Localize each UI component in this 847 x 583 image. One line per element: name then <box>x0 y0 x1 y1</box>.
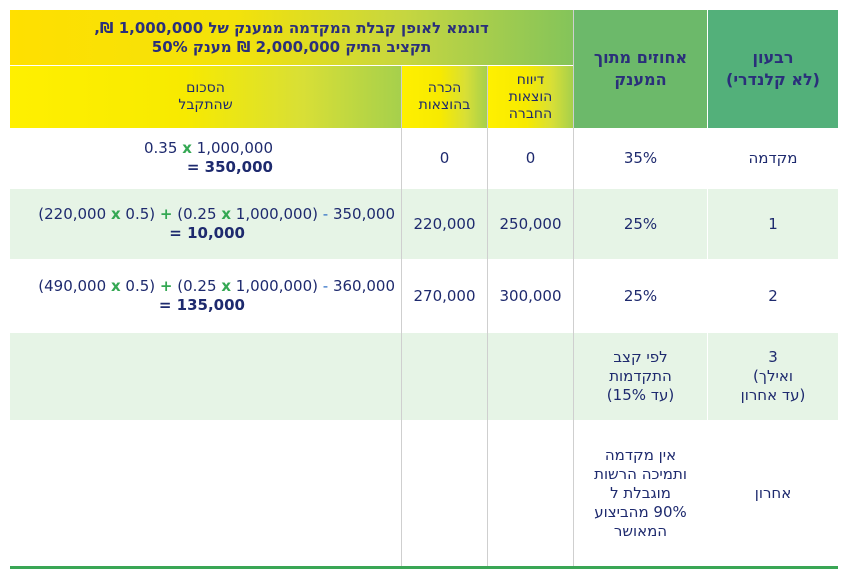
header-reported-expenses: דיווח הוצאות החברה <box>488 66 573 128</box>
table-bottom-border <box>10 566 838 569</box>
calc-term: (0.25 <box>177 277 217 295</box>
row-advance-quarter: מקדמה <box>708 128 838 188</box>
row-last-reported <box>488 421 573 566</box>
header-recognized-expenses: הכרה בהוצאות <box>402 66 487 128</box>
plus-sign: + <box>159 277 173 295</box>
calc-term: (220,000 <box>38 205 107 223</box>
row-q2-calc: (490,000 x 0.5) + (0.25 x 1,000,000) - 3… <box>10 260 401 332</box>
minus-sign: - <box>322 277 329 295</box>
row-q1-recognized: 220,000 <box>402 189 487 259</box>
multiply-sign: x <box>182 139 192 157</box>
grid-line <box>10 65 573 66</box>
calc-factor: 0.35 <box>144 139 178 157</box>
row-advance-reported: 0 <box>488 128 573 188</box>
row-q1-calc: (220,000 x 0.5) + (0.25 x 1,000,000) - 3… <box>10 189 401 259</box>
equals-sign: = <box>186 158 200 176</box>
calc-term: 1,000,000) <box>235 277 318 295</box>
row-q1-quarter: 1 <box>708 189 838 259</box>
grid-line <box>487 66 488 566</box>
row-q2-recognized: 270,000 <box>402 260 487 332</box>
header-quarter: רבעון (לא קלנדרי) <box>708 10 838 128</box>
calc-term: 350,000 <box>332 205 395 223</box>
grid-line <box>573 10 574 566</box>
row-q2-reported: 300,000 <box>488 260 573 332</box>
row-q2-quarter: 2 <box>708 260 838 332</box>
multiply-sign: x <box>221 205 231 223</box>
row-last-recognized <box>402 421 487 566</box>
calc-term: (490,000 <box>38 277 107 295</box>
row-q1-reported: 250,000 <box>488 189 573 259</box>
row-q3-quarter: 3 (ואילך עד אחרון) <box>708 333 838 420</box>
row-q1-percent: 25% <box>574 189 707 259</box>
header-received-amount: הסכום שהתקבל <box>10 66 401 128</box>
row-q3-percent: לפי קצב התקדמות (עד 15%) <box>574 333 707 420</box>
row-last-calc <box>10 421 401 566</box>
row-advance-recognized: 0 <box>402 128 487 188</box>
calc-term: 360,000 <box>332 277 395 295</box>
minus-sign: - <box>322 205 329 223</box>
grid-line <box>401 66 402 566</box>
row-advance-percent: 35% <box>574 128 707 188</box>
calc-result: 135,000 <box>176 296 245 314</box>
row-last-percent: אין מקדמה ותמיכה הרשות מוגבלת ל 90% מהבי… <box>574 421 707 566</box>
calc-result: 350,000 <box>204 158 273 176</box>
calc-term: 1,000,000) <box>235 205 318 223</box>
row-q2-percent: 25% <box>574 260 707 332</box>
calc-term: (0.25 <box>177 205 217 223</box>
row-q3-recognized <box>402 333 487 420</box>
header-percent: אחוזים מתוך המענק <box>574 10 707 128</box>
row-q3-calc <box>10 333 401 420</box>
equals-sign: = <box>158 296 172 314</box>
multiply-sign: x <box>110 277 121 295</box>
header-example-title: דוגמא לאופן קבלת המקדמה ממענק של 1,000,0… <box>10 10 573 65</box>
multiply-sign: x <box>110 205 121 223</box>
row-q3-reported <box>488 333 573 420</box>
calc-result: 10,000 <box>187 224 245 242</box>
row-last-quarter: אחרון <box>708 421 838 566</box>
grid-line <box>707 10 708 566</box>
calc-grant: 1,000,000 <box>196 139 273 157</box>
plus-sign: + <box>159 205 173 223</box>
multiply-sign: x <box>221 277 231 295</box>
equals-sign: = <box>169 224 182 242</box>
calc-term: 0.5) <box>125 277 156 295</box>
calc-term: 0.5) <box>125 205 156 223</box>
row-advance-calc: 0.35 x 1,000,000 = 350,000 <box>10 128 401 188</box>
